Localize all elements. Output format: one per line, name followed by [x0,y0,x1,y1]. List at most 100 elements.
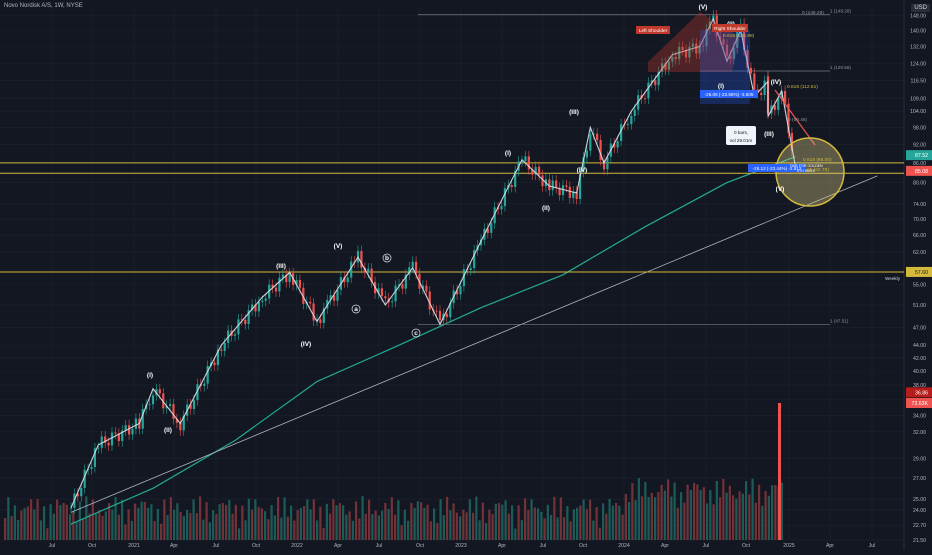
candle-body [514,170,517,188]
candle-body [319,319,322,323]
fib-level-label: 0 (148.28) [802,10,824,16]
volume-bar [62,502,65,540]
volume-bar [7,497,10,540]
volume-bar [257,506,260,540]
volume-last-tag: 73.63K [912,401,929,407]
volume-bar [156,508,159,540]
volume-bar [114,497,117,540]
current-price-red: 85.08 [915,169,928,175]
volume-bar [715,480,718,540]
candle-body [322,308,325,323]
volume-bar [111,509,114,540]
volume-bar [390,497,393,540]
wave-label: (V) [699,4,708,11]
x-tick-label: Apr [170,543,178,549]
volume-bar [673,482,676,540]
current-price-red-bg [906,165,932,176]
volume-bar [319,506,322,540]
currency-label[interactable]: USD [911,4,930,12]
x-tick-label: Jul [376,543,383,549]
candle-body [384,296,387,299]
volume-bar [322,528,325,540]
candle-body [261,300,264,302]
volume-bar [335,505,338,540]
volume-bar [706,503,709,540]
volume-bar [329,513,332,540]
candle-body [377,288,380,294]
y-tick-label: 51.00 [913,303,926,309]
volume-bar [514,528,517,540]
wave-label: (I) [718,83,724,90]
volume-bar [702,487,705,540]
candle-body [411,261,414,268]
y-tick-label: 70.00 [913,217,926,223]
volume-bar [572,509,575,540]
volume-bar [654,497,657,540]
volume-bar [254,499,257,540]
wave-label: (IV) [577,167,587,174]
candle-body [596,133,599,141]
candle-body [551,180,554,191]
candle-body [117,433,120,442]
volume-bar [455,512,458,540]
x-tick-label: 2024 [618,543,630,549]
candle-body [179,422,182,431]
volume-bar [241,505,244,540]
volume-bar [624,494,627,540]
volume-bar [46,528,49,540]
candle-body [93,448,97,467]
candle-body [490,223,493,233]
wave-label-circle [351,304,361,314]
price-level-label: 1 (47.51) [830,318,849,323]
volume-bar [712,504,715,540]
volume-bar [420,502,423,540]
x-tick-label: 2022 [291,543,303,549]
volume-bar [221,502,224,540]
candle-body [425,285,428,292]
y-tick-label: 55.00 [913,283,926,289]
candle-body [630,115,633,125]
candle-body [753,73,756,90]
volume-bar [641,496,644,540]
candle-body [278,277,281,292]
volume-bar [481,502,484,540]
candle-body [213,362,216,366]
candle-body [254,304,257,312]
x-tick-label: Oct [252,543,261,549]
candle-body [660,63,664,72]
candle-body [298,280,302,288]
candle-body [749,67,753,74]
y-tick-label: 109.00 [910,96,926,102]
volume-bar [576,507,579,540]
volume-bar [494,503,497,540]
candle-body [367,268,370,273]
right-shoulder-tag [712,24,748,32]
volume-bar [644,481,647,540]
y-tick-label: 34.00 [913,413,926,419]
volume-bar [215,514,218,540]
candle-body [312,303,315,321]
volume-bar [205,502,208,540]
volume-bar [23,508,26,540]
x-tick-label: Oct [579,543,588,549]
volume-bar [728,485,731,540]
x-tick-label: Jul [703,543,710,549]
volume-bar [719,497,722,540]
volume-bar [732,495,735,540]
wave-label: b [385,255,389,262]
volume-bar [436,523,439,540]
volume-bar [338,502,341,540]
volume-bar [657,492,660,540]
fib-level-label: 0.618 (86.00) [803,157,832,163]
candle-body [503,188,507,207]
volume-bar [517,505,520,540]
volume-bar [637,478,640,540]
y-tick-label: 116.50 [911,78,927,84]
volume-bar [69,514,72,540]
candle-body [114,432,117,434]
volume-bar [771,485,774,540]
y-tick-label: 38.00 [913,383,926,389]
